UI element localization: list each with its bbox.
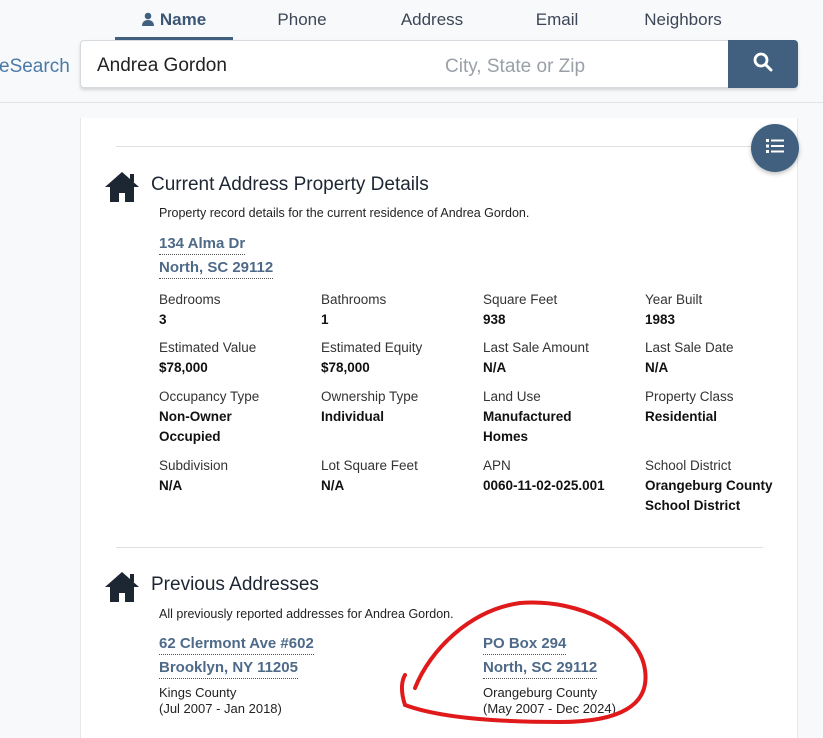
tab-address[interactable]: Address bbox=[400, 10, 464, 29]
field-label: Property Class bbox=[645, 389, 734, 404]
property-field: Last Sale Date N/A bbox=[645, 338, 805, 378]
field-value: N/A bbox=[645, 360, 669, 375]
date-range: (Jul 2007 - Jan 2018) bbox=[159, 701, 282, 716]
field-label: Square Feet bbox=[483, 292, 558, 307]
location-input[interactable]: City, State or Zip bbox=[445, 56, 586, 77]
home-icon bbox=[104, 571, 140, 608]
field-label: Bathrooms bbox=[321, 292, 387, 307]
address-link[interactable]: North, SC 29112 bbox=[159, 258, 274, 279]
property-field: Lot Square Feet N/A bbox=[321, 456, 481, 496]
previous-address-link[interactable]: PO Box 294 bbox=[483, 634, 567, 655]
previous-address-link[interactable]: North, SC 29112 bbox=[483, 658, 598, 679]
field-label: School District bbox=[645, 458, 732, 473]
field-label: Ownership Type bbox=[321, 389, 419, 404]
field-value: N/A bbox=[159, 478, 183, 493]
field-value: Residential bbox=[645, 409, 718, 424]
field-label: Lot Square Feet bbox=[321, 458, 418, 473]
field-label: APN bbox=[483, 458, 511, 473]
search-type-tabs: Name Phone Address Email Neighbors bbox=[115, 0, 745, 40]
date-range: (May 2007 - Dec 2024) bbox=[483, 701, 616, 716]
field-label: Last Sale Amount bbox=[483, 340, 589, 355]
section-title: Previous Addresses bbox=[151, 574, 319, 595]
county: Orangeburg County bbox=[483, 685, 598, 700]
property-field: Ownership Type Individual bbox=[321, 387, 481, 427]
list-icon bbox=[766, 138, 784, 158]
results-card bbox=[80, 118, 798, 738]
field-value: $78,000 bbox=[159, 360, 208, 375]
previous-address-link[interactable]: Brooklyn, NY 11205 bbox=[159, 658, 298, 679]
field-value: $78,000 bbox=[321, 360, 370, 375]
property-field: School District Orangeburg County School … bbox=[645, 456, 785, 516]
field-label: Estimated Equity bbox=[321, 340, 423, 355]
field-label: Last Sale Date bbox=[645, 340, 734, 355]
divider bbox=[116, 547, 763, 548]
field-value: Orangeburg County School District bbox=[645, 478, 773, 513]
address-link[interactable]: 134 Alma Dr bbox=[159, 234, 246, 255]
divider bbox=[116, 146, 763, 147]
section-description: Property record details for the current … bbox=[159, 206, 530, 220]
property-field: Bathrooms 1 bbox=[321, 290, 481, 330]
table-of-contents-button[interactable] bbox=[751, 124, 799, 172]
field-value: 0060-11-02-025.001 bbox=[483, 478, 605, 493]
property-field: Occupancy Type Non-Owner Occupied bbox=[159, 387, 269, 447]
name-input[interactable]: Andrea Gordon bbox=[97, 55, 227, 76]
property-field: Estimated Value $78,000 bbox=[159, 338, 319, 378]
field-label: Bedrooms bbox=[159, 292, 221, 307]
field-value: 1983 bbox=[645, 312, 676, 327]
field-value: N/A bbox=[483, 360, 507, 375]
property-field: Subdivision N/A bbox=[159, 456, 319, 496]
property-field: Last Sale Amount N/A bbox=[483, 338, 633, 378]
search-icon bbox=[753, 52, 773, 77]
county: Kings County bbox=[159, 685, 237, 700]
field-value: Individual bbox=[321, 409, 385, 424]
tab-name[interactable]: Name bbox=[115, 0, 233, 40]
property-field: Square Feet 938 bbox=[483, 290, 633, 330]
section-title: Current Address Property Details bbox=[151, 174, 429, 195]
field-value: 1 bbox=[321, 312, 329, 327]
property-field: Property Class Residential bbox=[645, 387, 805, 427]
search-bar: Andrea Gordon City, State or Zip bbox=[80, 40, 798, 88]
property-field: Land Use Manufactured Homes bbox=[483, 387, 593, 447]
property-field: Year Built 1983 bbox=[645, 290, 805, 330]
person-icon bbox=[141, 1, 154, 41]
property-field: Bedrooms 3 bbox=[159, 290, 319, 330]
field-label: Estimated Value bbox=[159, 340, 257, 355]
header-divider bbox=[0, 102, 823, 103]
previous-address-link[interactable]: 62 Clermont Ave #602 bbox=[159, 634, 314, 655]
field-label: Year Built bbox=[645, 292, 703, 307]
section-description: All previously reported addresses for An… bbox=[159, 607, 454, 621]
property-field: Estimated Equity $78,000 bbox=[321, 338, 481, 378]
tab-neighbors[interactable]: Neighbors bbox=[644, 10, 722, 29]
field-label: Land Use bbox=[483, 389, 541, 404]
field-value: 3 bbox=[159, 312, 167, 327]
field-value: Non-Owner Occupied bbox=[159, 409, 232, 444]
field-value: 938 bbox=[483, 312, 506, 327]
tab-email[interactable]: Email bbox=[535, 10, 579, 29]
field-label: Occupancy Type bbox=[159, 389, 260, 404]
brand-logo-text[interactable]: eSearch bbox=[0, 56, 70, 77]
property-field: APN 0060-11-02-025.001 bbox=[483, 456, 633, 496]
home-icon bbox=[104, 171, 140, 208]
tab-phone[interactable]: Phone bbox=[277, 10, 327, 29]
field-value: Manufactured Homes bbox=[483, 409, 572, 444]
search-button[interactable] bbox=[728, 40, 798, 88]
field-value: N/A bbox=[321, 478, 345, 493]
field-label: Subdivision bbox=[159, 458, 229, 473]
